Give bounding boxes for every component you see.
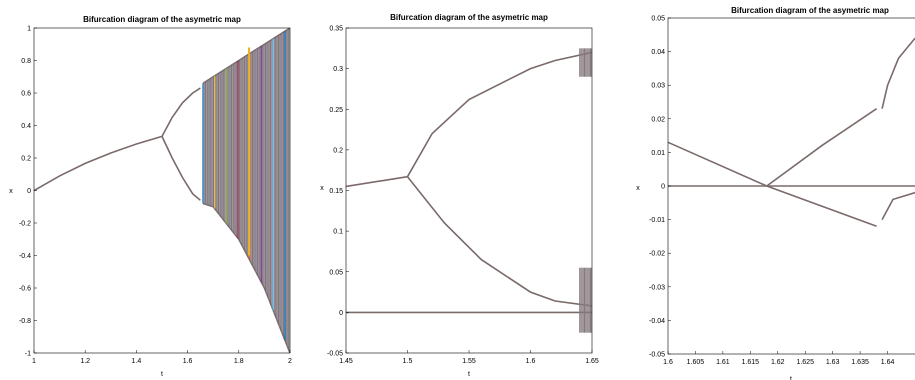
x-tick-label: 1.64 [881,359,895,366]
x-axis-label: t [161,371,163,378]
x-tick-label: 1.6 [663,359,673,366]
x-tick-label: 1.63 [826,359,840,366]
x-tick-label: 1.4 [132,358,142,365]
chart-title: Bifurcation diagram of the asymetric map [83,15,241,24]
x-tick-label: 1.625 [796,359,814,366]
y-tick-label: 0.03 [651,83,665,90]
branch-period2-lower [161,136,201,201]
branch-upper-arc [881,37,915,109]
y-tick-label: 0 [339,310,343,317]
y-tick-label: 0 [27,188,31,195]
chart-title: Bifurcation diagram of the asymetric map [731,6,889,15]
y-tick-label: 0.02 [651,116,665,123]
y-tick-label: 0.05 [329,269,343,276]
y-tick-label: -1 [25,351,31,358]
y-tick-label: 0 [661,184,665,191]
y-tick-label: 0.4 [21,123,31,130]
y-tick-label: -0.02 [649,251,665,258]
y-axis-label: x [9,188,13,195]
branch-fixed-point [34,135,163,192]
x-tick-label: 1.45 [339,358,353,365]
y-tick-label: 1 [27,26,31,33]
branch-lower-arc [881,191,915,220]
branch-period2-lower [406,176,592,307]
y-tick-label: 0.1 [333,229,343,236]
y-axis-label: x [320,185,324,192]
x-tick-label: 1.55 [462,358,476,365]
y-tick-label: 0.35 [329,26,343,33]
x-tick-label: 1.65 [585,358,599,365]
y-tick-label: 0.2 [333,147,343,154]
branch-period2-upper [161,87,201,137]
y-axis-label: x [636,185,640,192]
y-tick-label: -0.6 [19,286,31,293]
chart-title: Bifurcation diagram of the asymetric map [390,13,548,22]
y-tick-label: 0.05 [651,16,665,23]
y-tick-label: -0.05 [649,352,665,359]
y-tick-label: -0.01 [649,217,665,224]
x-tick-label: 1.5 [403,358,413,365]
y-tick-label: -0.04 [649,318,665,325]
x-tick-label: 2 [288,358,292,365]
y-tick-label: 0.3 [333,66,343,73]
x-tick-label: 1.635 [851,359,869,366]
branch-fixed-point [346,175,408,188]
y-tick-label: 0.6 [21,91,31,98]
y-tick-label: -0.8 [19,318,31,325]
x-axis-label: t [790,376,792,380]
x-tick-label: 1.62 [771,359,785,366]
y-tick-label: 0.01 [651,150,665,157]
x-tick-label: 1 [32,358,36,365]
y-tick-label: 0.8 [21,58,31,65]
y-tick-label: 0.25 [329,107,343,114]
x-tick-label: 1.605 [687,359,705,366]
x-tick-label: 1.615 [742,359,760,366]
branch-ascending [766,108,878,187]
branch-period2-upper [406,51,592,178]
x-tick-label: 1.6 [183,358,193,365]
chart-panel-3: Bifurcation diagram of the asymetric map… [636,6,915,380]
x-tick-label: 1.6 [526,358,536,365]
x-tick-label: 1.8 [234,358,244,365]
chart-panel-2: Bifurcation diagram of the asymetric map… [320,13,599,378]
y-tick-label: 0.15 [329,188,343,195]
y-tick-label: -0.2 [19,221,31,228]
y-tick-label: -0.05 [327,351,343,358]
y-tick-label: 0.2 [21,156,31,163]
x-axis-label: t [468,371,470,378]
y-tick-label: 0.04 [651,49,665,56]
x-tick-label: 1.61 [716,359,730,366]
chart-panel-1: Bifurcation diagram of the asymetric map… [9,15,292,378]
y-tick-label: -0.03 [649,284,665,291]
x-tick-label: 1.2 [80,358,90,365]
y-tick-label: -0.4 [19,253,31,260]
